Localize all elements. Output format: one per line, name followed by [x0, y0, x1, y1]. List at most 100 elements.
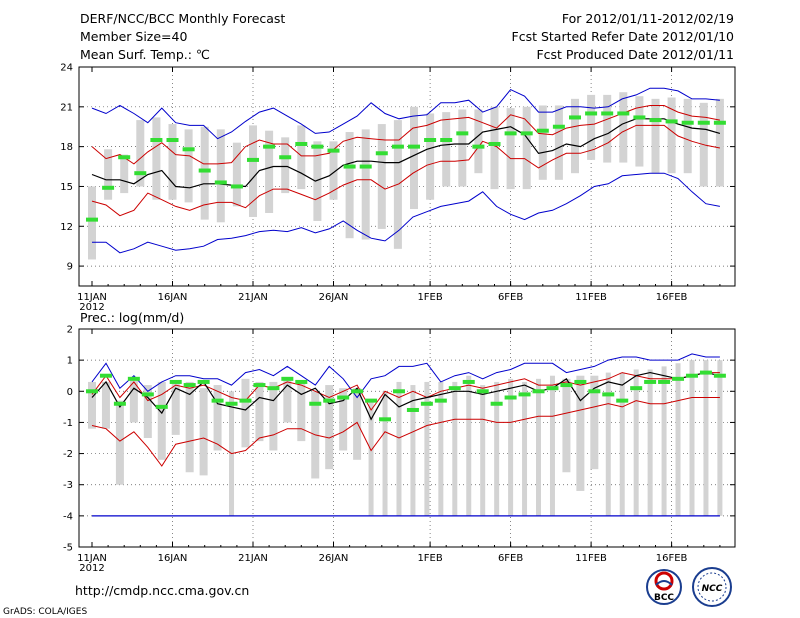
temp-spread-box — [442, 112, 451, 187]
prec-spread-box — [689, 360, 695, 516]
prec-median-mark — [713, 373, 726, 378]
prec-median-mark — [699, 370, 712, 375]
prec-xtick-label: 16JAN — [158, 553, 188, 564]
temp-median-mark — [311, 144, 324, 149]
temp-median-mark — [343, 164, 356, 169]
prec-spread-box — [396, 381, 402, 516]
temp-spread-box — [377, 124, 386, 229]
prec-median-mark — [434, 398, 447, 403]
prec-median-mark — [281, 376, 294, 381]
temp-spread-box — [281, 137, 290, 194]
bcc-logo-text: BCC — [654, 593, 674, 603]
temp-spread-box — [538, 105, 547, 180]
temp-median-mark — [552, 124, 565, 129]
prec-median-mark — [253, 383, 266, 388]
prec-spread-box — [590, 375, 599, 470]
prec-spread-box — [703, 360, 709, 516]
prec-spread-box — [605, 372, 611, 516]
prec-median-mark — [351, 389, 364, 394]
temp-max-line — [91, 87, 720, 140]
prec-median-mark — [211, 398, 224, 403]
prec-spread-box — [717, 360, 723, 516]
prec-median-mark — [86, 389, 98, 394]
prec-median-mark — [295, 379, 308, 384]
prec-median-mark — [588, 389, 601, 394]
prec-spread-box — [339, 388, 348, 451]
temp-xtick-label: 1FEB — [417, 292, 442, 303]
prec-spread-box — [297, 381, 306, 442]
prec-xtick-label: 1FEB — [417, 553, 442, 564]
prec-ytick-label: -5 — [63, 543, 73, 554]
temp-median-mark — [633, 115, 646, 120]
prec-median-mark — [365, 398, 378, 403]
temp-median-mark — [504, 131, 517, 136]
prec-median-mark — [672, 376, 685, 381]
temp-spread-box — [458, 109, 467, 187]
temp-spread-box — [667, 97, 676, 174]
temp-ytick-label: 21 — [60, 102, 73, 113]
temp-median-mark — [520, 131, 533, 136]
prec-spread-box — [508, 378, 514, 516]
temp-median-mark — [472, 144, 485, 149]
temp-median-mark — [408, 144, 420, 149]
member-size: Member Size=40 — [80, 29, 187, 44]
prec-spread-box — [452, 381, 458, 516]
prec-spread-box — [129, 378, 138, 423]
temp-xtick-label: 16JAN — [158, 292, 188, 303]
prec-spread-box — [325, 385, 334, 470]
prec-spread-box — [536, 378, 542, 516]
temp-median-mark — [263, 144, 276, 149]
prec-median-mark — [616, 398, 629, 403]
footer-url[interactable]: http://cmdp.ncc.cma.gov.cn — [75, 583, 249, 598]
prec-spread-box — [661, 366, 667, 516]
prec-median-mark — [406, 407, 419, 412]
prec-median-mark — [379, 417, 392, 422]
temp-median-mark — [247, 157, 259, 162]
temp-year-label: 2012 — [79, 302, 104, 313]
temp-spread-box — [587, 94, 596, 160]
temp-spread-box — [297, 125, 306, 190]
prec-spread-box — [480, 385, 486, 516]
temp-ytick-label: 18 — [60, 142, 73, 153]
temp-median-mark — [488, 141, 501, 146]
prec-median-mark — [490, 401, 503, 406]
prec-spread-box — [410, 385, 416, 516]
prec-median-mark — [239, 398, 252, 403]
temp-median-mark — [230, 184, 243, 189]
prec-xtick-label: 26JAN — [319, 553, 349, 564]
prec-spread-box — [675, 363, 681, 516]
temp-median-mark — [569, 115, 581, 120]
prec-spread-box — [494, 381, 500, 516]
prec-sd-upper-line — [91, 372, 720, 411]
temp-xtick-label: 11FEB — [575, 292, 607, 303]
prec-mean-line — [91, 371, 721, 421]
temp-median-mark — [617, 111, 630, 116]
prec-spread-box — [633, 369, 639, 516]
prec-spread-box — [619, 372, 625, 516]
precipitation-panel: -5 -4 -3 -2 -1 0 1 2 11JAN 16JAN 21JAN 26JAN 1FEB 6FE… — [63, 325, 736, 574]
prec-ytick-label: -3 — [63, 480, 73, 491]
temp-sd-upper-line — [91, 105, 720, 165]
temp-median-mark — [327, 148, 340, 153]
prec-spread-box — [283, 378, 292, 423]
prec-ytick-label: -2 — [63, 449, 73, 460]
prec-median-mark — [309, 401, 322, 406]
precip-label: Prec.: log(mm/d) — [80, 310, 184, 325]
temp-median-mark — [86, 217, 98, 222]
temp-spread-box — [571, 98, 579, 174]
temp-median-mark — [359, 164, 372, 169]
temp-ytick-label: 9 — [67, 262, 73, 273]
temp-median-mark — [150, 138, 163, 142]
prec-ytick-label: 2 — [67, 325, 73, 336]
prec-median-mark — [323, 398, 336, 403]
temp-ytick-label: 12 — [60, 222, 73, 233]
prec-spread-box — [255, 381, 264, 442]
ncc-logo-text: NCC — [702, 584, 723, 594]
prec-ytick-label: -1 — [63, 418, 73, 429]
prec-spread-box — [549, 375, 555, 516]
temp-xtick-label: 6FEB — [498, 292, 523, 303]
temp-spread-box — [345, 132, 354, 239]
prec-max-line — [91, 353, 720, 399]
temp-median-mark — [182, 147, 195, 152]
temp-spread-box — [200, 126, 209, 220]
